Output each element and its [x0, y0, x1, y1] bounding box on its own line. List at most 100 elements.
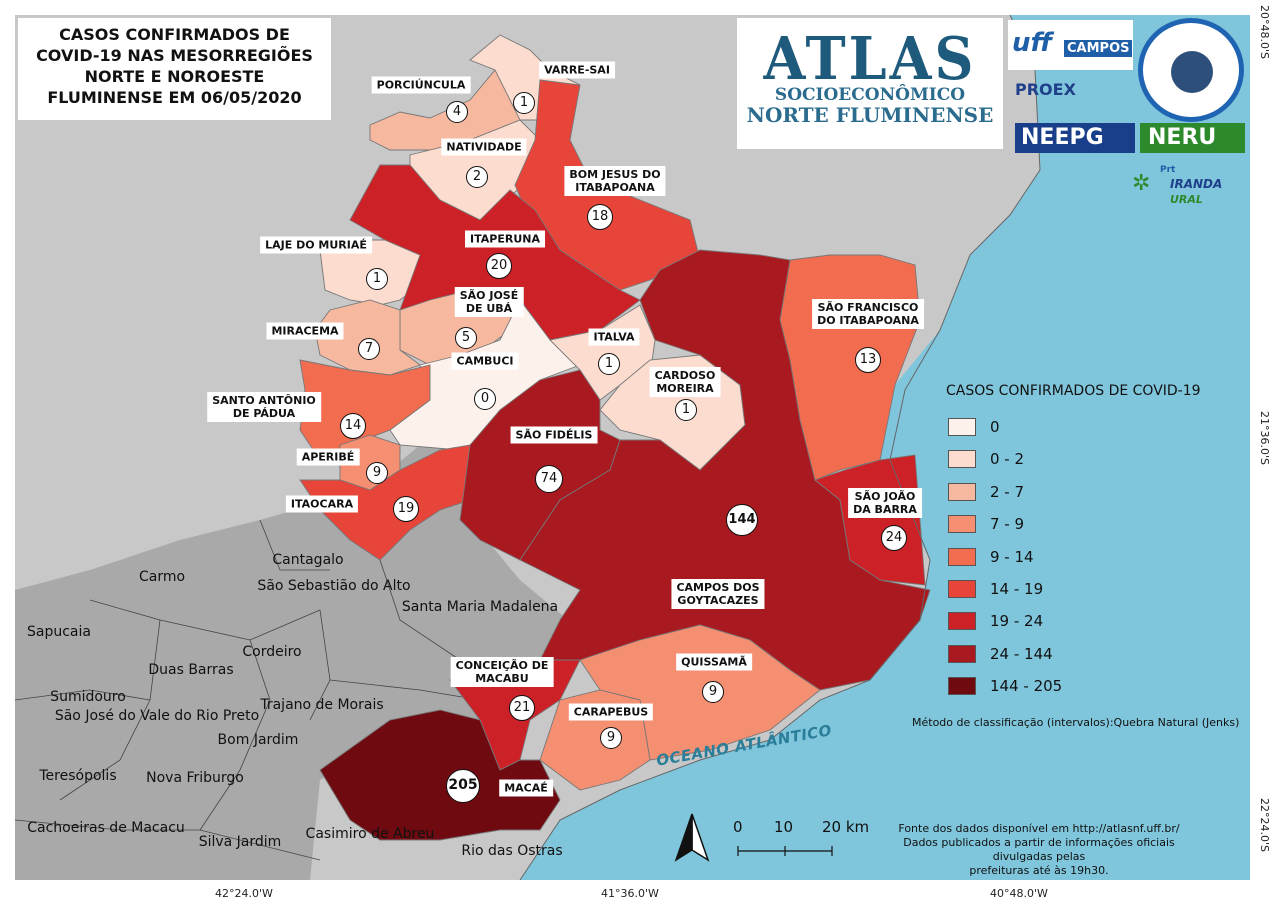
neighbor-casimiro: Casimiro de Abreu [305, 826, 435, 842]
neru-logo: NERU [1140, 123, 1245, 153]
label-carapebus: CARAPEBUS [568, 703, 654, 721]
scale-label-0: 0 [733, 818, 743, 836]
globe-icon [1171, 51, 1213, 93]
count-porciuncula: 4 [446, 101, 468, 123]
label-italva: ITALVA [588, 328, 640, 346]
label-sao-francisco-2: DO ITABAPOANA [817, 314, 919, 327]
label-padua-2: DE PÁDUA [232, 407, 296, 420]
labgeo-seal [1138, 18, 1244, 122]
neru-logo-text: NERU [1148, 125, 1217, 150]
neighbor-cachoeiras: Cachoeiras de Macacu [27, 820, 185, 836]
title-line-3: NORTE E NOROESTE [84, 67, 265, 86]
label-cardoso-1: CARDOSO [654, 369, 716, 382]
neighbor-carmo: Carmo [138, 569, 186, 585]
count-natividade: 2 [466, 166, 488, 188]
ciranda-rural-logo: Prt ✲ IRANDA URAL [1130, 165, 1240, 210]
label-cardoso-2: MOREIRA [656, 382, 714, 395]
ciranda-text: IRANDA [1170, 177, 1223, 191]
label-sao-fidelis: SÃO FIDÉLIS [510, 426, 598, 444]
coord-right-2: 21°36.0'S [1258, 411, 1271, 465]
map-title: CASOS CONFIRMADOS DE COVID-19 NAS MESORR… [18, 18, 331, 120]
neighbor-bom-jardim: Bom Jardim [217, 732, 299, 748]
neighbor-silva-jardim: Silva Jardim [198, 834, 282, 850]
legend-label: 0 - 2 [990, 450, 1025, 469]
legend-swatch [948, 612, 976, 631]
label-macae: MACAÉ [499, 779, 553, 797]
label-conceicao: CONCEIÇÃO DE MACABU [450, 657, 554, 687]
legend-label: 0 [990, 418, 1000, 436]
neepg-logo: NEEPG [1015, 123, 1135, 153]
north-arrow-icon [674, 813, 710, 862]
label-miracema: MIRACEMA [266, 322, 344, 340]
count-itaperuna: 20 [486, 253, 512, 279]
source-line-1: Fonte dos dados disponível em http://atl… [898, 822, 1180, 835]
count-sao-francisco: 13 [855, 347, 881, 373]
neighbor-santa-maria: Santa Maria Madalena [401, 599, 559, 615]
count-miracema: 7 [358, 338, 380, 360]
neighbor-duas-barras: Duas Barras [148, 662, 234, 678]
rural-text: URAL [1170, 193, 1203, 206]
label-padua: SANTO ANTÔNIO DE PÁDUA [207, 392, 321, 422]
count-quissama: 9 [702, 681, 724, 703]
label-itaperuna: ITAPERUNA [465, 230, 545, 248]
neighbor-rio-das-ostras: Rio das Ostras [461, 843, 563, 859]
label-porciuncula: PORCIÚNCULA [371, 76, 471, 94]
label-conceicao-1: CONCEIÇÃO DE [455, 659, 549, 672]
label-campos-1: CAMPOS DOS [676, 581, 760, 594]
legend-swatch [948, 644, 976, 663]
neighbor-boundaries [15, 519, 481, 861]
legend-label: 9 - 14 [990, 547, 1034, 566]
label-laje: LAJE DO MURIAÉ [260, 236, 372, 254]
coord-bottom-1: 42°24.0'W [215, 887, 273, 900]
atlas-title: ATLAS [763, 22, 977, 94]
legend-swatch [948, 547, 976, 566]
label-cardoso: CARDOSO MOREIRA [649, 367, 721, 397]
count-aperibe: 9 [366, 462, 388, 484]
legend-swatch [948, 450, 976, 469]
coord-right-1: 20°48.0'S [1258, 5, 1271, 59]
legend-label: 14 - 19 [990, 580, 1044, 598]
map-frame [15, 15, 1250, 880]
legend-swatch [948, 418, 976, 436]
count-conceicao: 21 [509, 695, 535, 721]
neighbor-region [15, 420, 580, 880]
label-sao-jose: SÃO JOSÉ DE UBÁ [454, 287, 524, 317]
label-aperibe: APERIBÉ [296, 448, 360, 466]
label-quissama: QUISSAMÃ [676, 653, 752, 671]
shape-sjb [814, 454, 926, 586]
label-campos-2: GOYTACAZES [677, 594, 759, 607]
label-conceicao-2: MACABU [475, 672, 529, 685]
label-cambuci: CAMBUCI [451, 352, 519, 370]
label-bom-jesus: BOM JESUS DO ITABAPOANA [564, 166, 666, 196]
campos-logo-text: CAMPOS [1064, 40, 1133, 57]
atlas-subtitle-2: NORTE FLUMINENSE [746, 103, 994, 127]
data-source: Fonte dos dados disponível em http://atl… [878, 822, 1200, 878]
shape-miracema [314, 299, 421, 376]
legend-swatch [948, 515, 976, 534]
count-macae: 205 [446, 769, 480, 803]
atlas-logo: ATLAS SOCIOECONÔMICO NORTE FLUMINENSE [737, 18, 1003, 149]
count-sjb: 24 [881, 525, 907, 551]
count-padua: 14 [340, 413, 366, 439]
count-cambuci: 0 [474, 388, 496, 410]
neighbor-cordeiro: Cordeiro [242, 644, 302, 660]
legend-title: CASOS CONFIRMADOS DE COVID-19 [946, 383, 1201, 399]
scale-label-10: 10 [774, 818, 794, 836]
count-italva: 1 [598, 353, 620, 375]
label-bom-jesus-1: BOM JESUS DO [569, 168, 661, 181]
uff-logo-text: uff [1012, 28, 1053, 58]
classification-method: Método de classificação (intervalos):Que… [912, 716, 1240, 729]
neighbor-trajano: Trajano de Morais [260, 697, 384, 713]
label-sjb-2: DA BARRA [853, 503, 917, 516]
count-carapebus: 9 [600, 727, 622, 749]
label-varre-sai: VARRE-SAI [539, 61, 615, 79]
count-bom-jesus: 18 [587, 204, 613, 230]
proex-logo: PROEX [1015, 78, 1135, 108]
neighbor-sao-sebastiao: São Sebastião do Alto [257, 578, 411, 594]
neepg-logo-text: NEEPG [1021, 125, 1104, 150]
legend-swatch [948, 677, 976, 696]
title-line-2: COVID-19 NAS MESORREGIÕES [36, 46, 313, 65]
scale-label-20: 20 km [822, 818, 870, 836]
neighbor-nova-friburgo: Nova Friburgo [146, 770, 244, 786]
coord-bottom-3: 40°48.0'W [990, 887, 1048, 900]
